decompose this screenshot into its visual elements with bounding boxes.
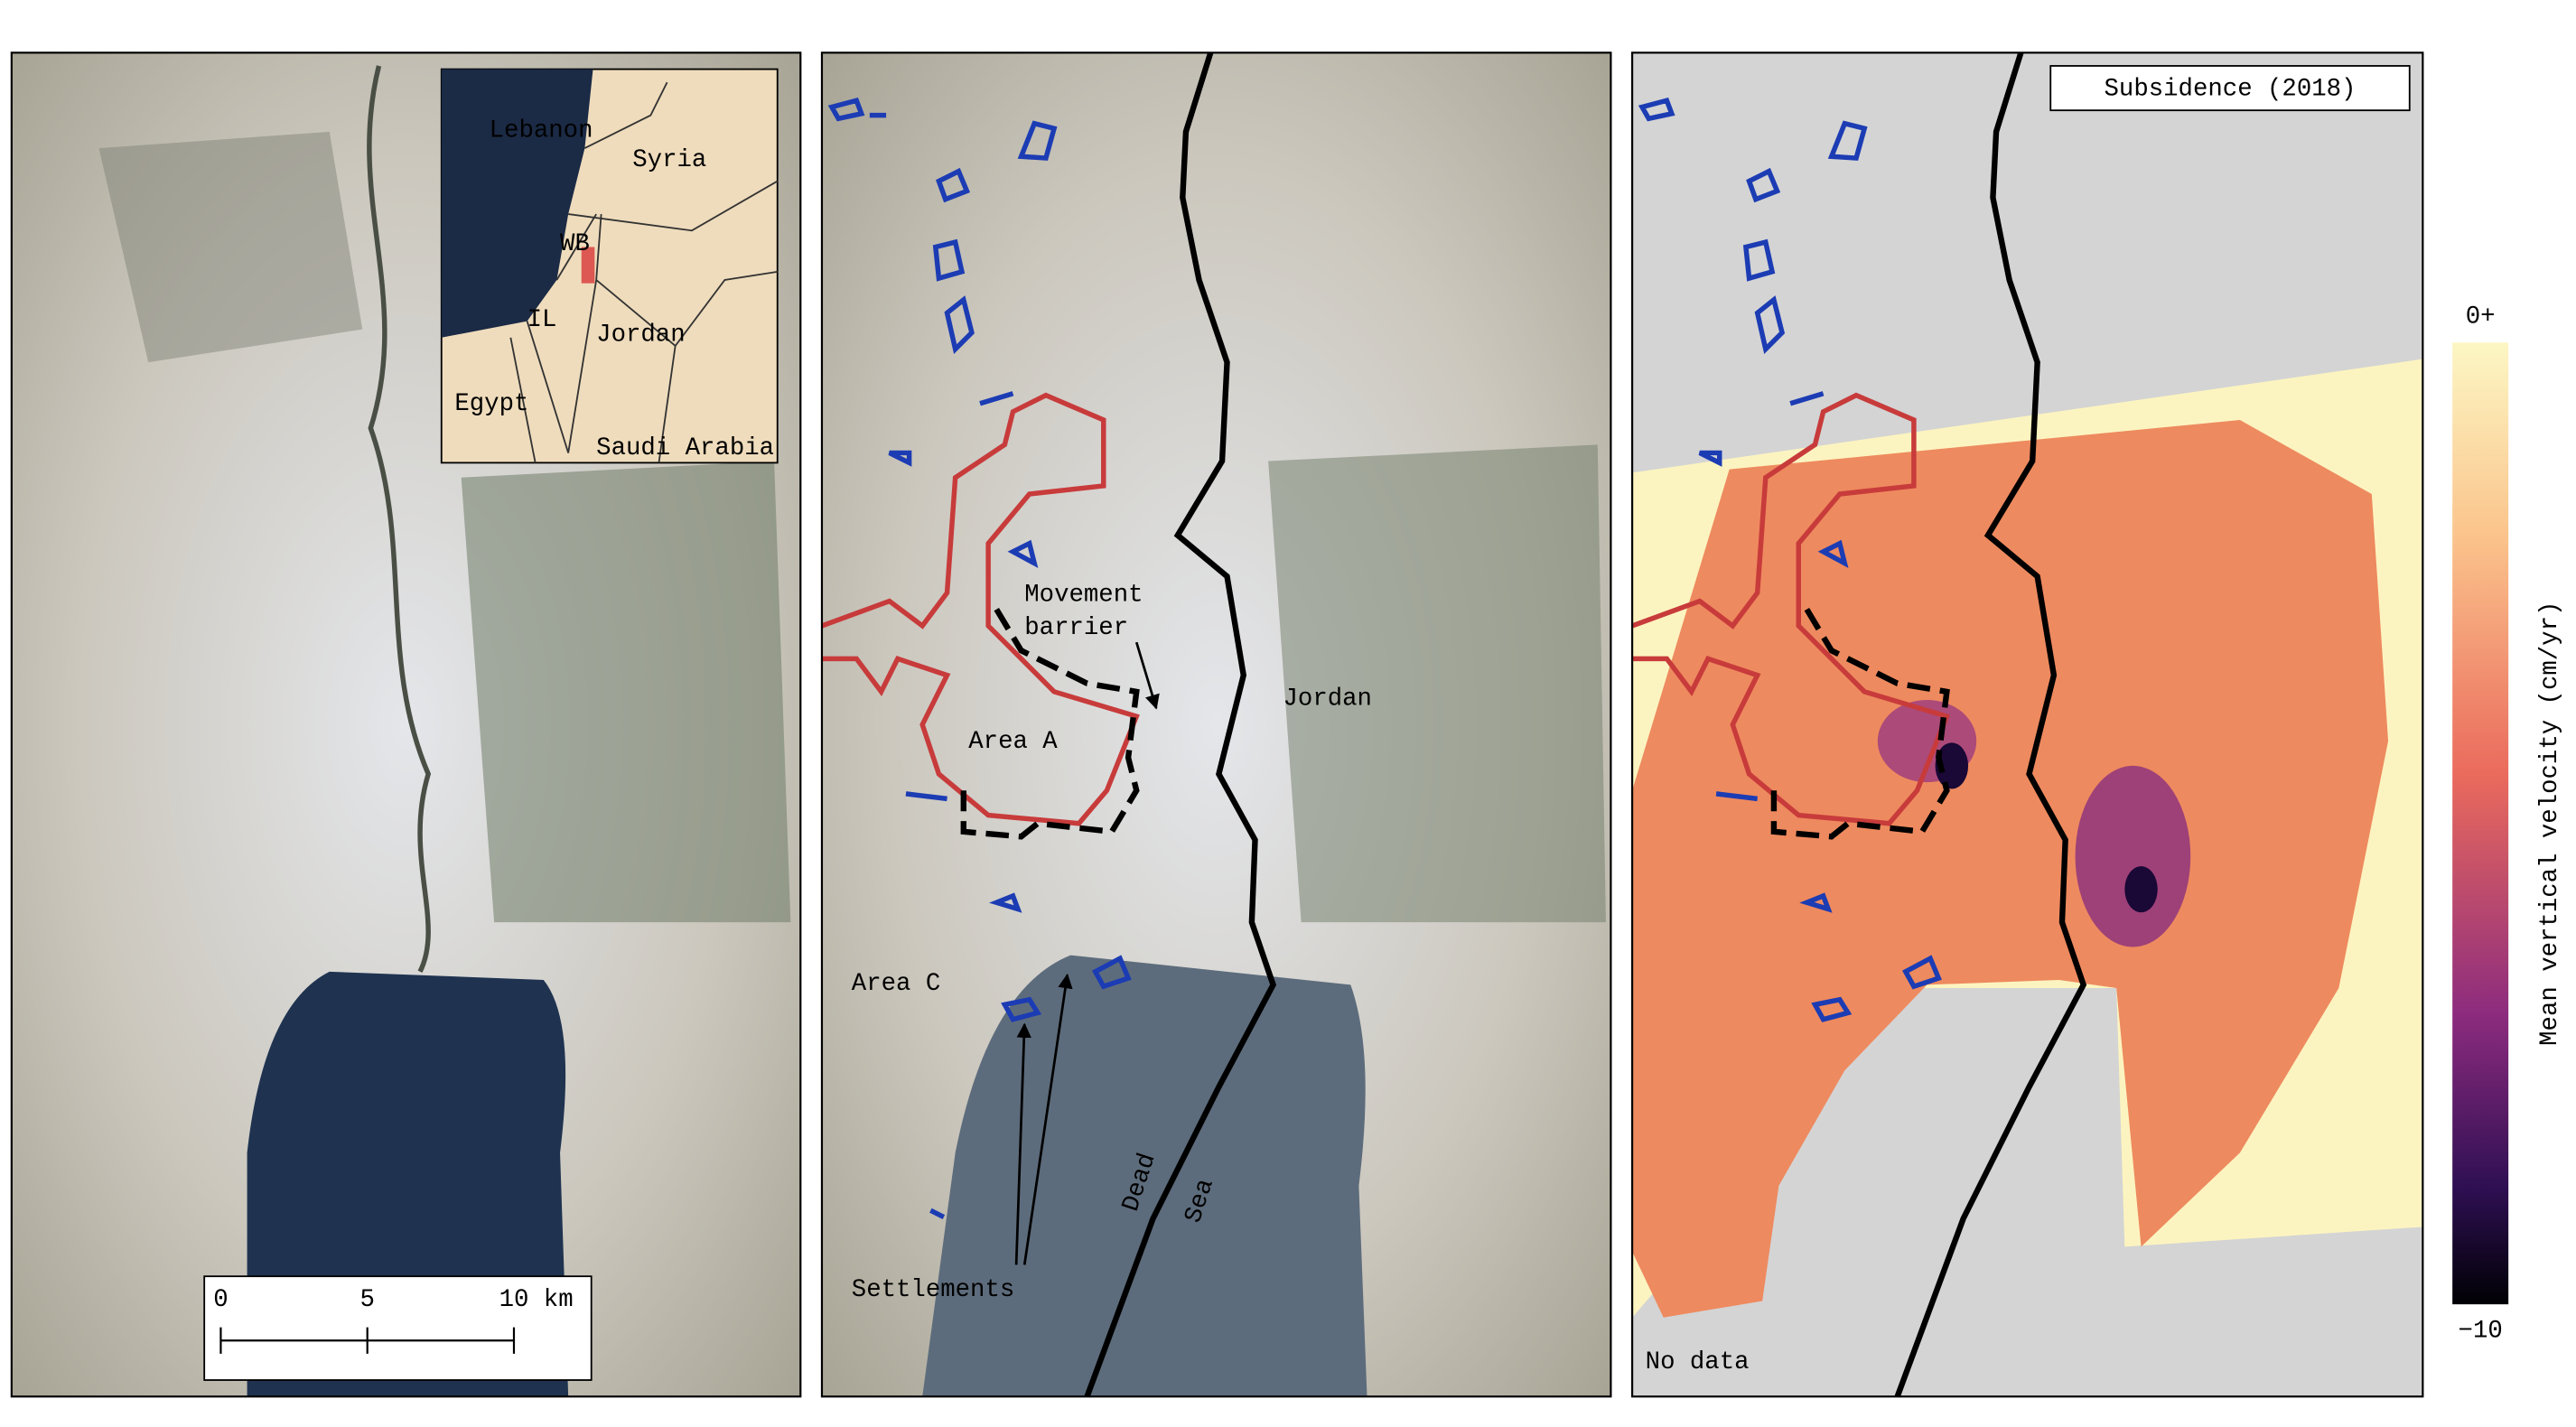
area-a-boundary — [1631, 392, 1951, 826]
inset-label: Syria — [632, 146, 706, 174]
label: Area A — [968, 728, 1058, 756]
scale-label: 10 km — [499, 1286, 574, 1314]
panel-frame — [820, 51, 1612, 1398]
label: Jordan — [1283, 685, 1372, 713]
inset-label: Jordan — [596, 321, 685, 349]
velocity-high — [2075, 765, 2191, 947]
fields — [98, 131, 363, 363]
panel-subsidence: Subsidence (2018) No data — [1631, 51, 2424, 1398]
settlements — [1638, 97, 1942, 1022]
sea — [441, 69, 593, 338]
arrow — [1022, 973, 1073, 1265]
scale-label: 5 — [359, 1286, 374, 1314]
inset-map: Lebanon Syria WB IL Jordan Egypt Saudi A… — [440, 68, 779, 464]
panel-annotated: Movement barrier Area A Jordan Area C De… — [820, 51, 1612, 1398]
velocity-peak — [2124, 866, 2158, 913]
velocity-moderate — [1632, 419, 2389, 1318]
label: Settlements — [852, 1276, 1014, 1304]
panel-title: Subsidence (2018) — [2105, 76, 2357, 104]
inset-label: Saudi Arabia — [596, 434, 774, 462]
river — [367, 65, 432, 974]
dead-sea — [922, 955, 1367, 1397]
fields — [1268, 444, 1606, 923]
panel-frame — [1631, 51, 2424, 1398]
colorbar-ramp — [2452, 342, 2509, 1305]
border-line — [1894, 51, 2087, 1398]
colorbar: 0+ −10 Mean vertical velocity (cm/yr) — [2452, 303, 2564, 1346]
arrow — [1014, 1022, 1031, 1265]
velocity-peak — [1935, 742, 1969, 789]
arrow — [1134, 641, 1160, 710]
label: Movement — [1024, 581, 1143, 609]
scale-label: 0 — [213, 1286, 228, 1314]
no-data-label: No data — [1646, 1348, 1750, 1376]
movement-barrier — [1770, 608, 1950, 840]
scale-line — [219, 1327, 516, 1354]
border-line — [1084, 51, 1277, 1398]
panel-frame — [10, 51, 802, 1398]
colorbar-bottom-label: −10 — [2459, 1318, 2503, 1346]
colorbar-label: Mean vertical velocity (cm/yr) — [2536, 602, 2564, 1046]
inset-label: IL — [527, 306, 557, 334]
scale-bar: 0 5 10 km — [203, 1275, 593, 1381]
study-area — [581, 247, 595, 284]
title-box — [2049, 65, 2411, 112]
scale-box — [203, 1275, 593, 1381]
panel-satellite: Lebanon Syria WB IL Jordan Egypt Saudi A… — [10, 51, 802, 1398]
movement-barrier — [960, 608, 1140, 840]
borders — [509, 81, 779, 463]
fields — [461, 461, 791, 923]
inset-label: WB — [560, 230, 590, 258]
inset-label: Lebanon — [490, 117, 593, 145]
label: Area C — [852, 970, 940, 998]
label: barrier — [1024, 614, 1128, 642]
settlements — [827, 97, 1132, 1219]
area-a-boundary — [821, 392, 1140, 826]
colorbar-top-label: 0+ — [2466, 303, 2496, 331]
inset-label: Egypt — [454, 390, 528, 418]
